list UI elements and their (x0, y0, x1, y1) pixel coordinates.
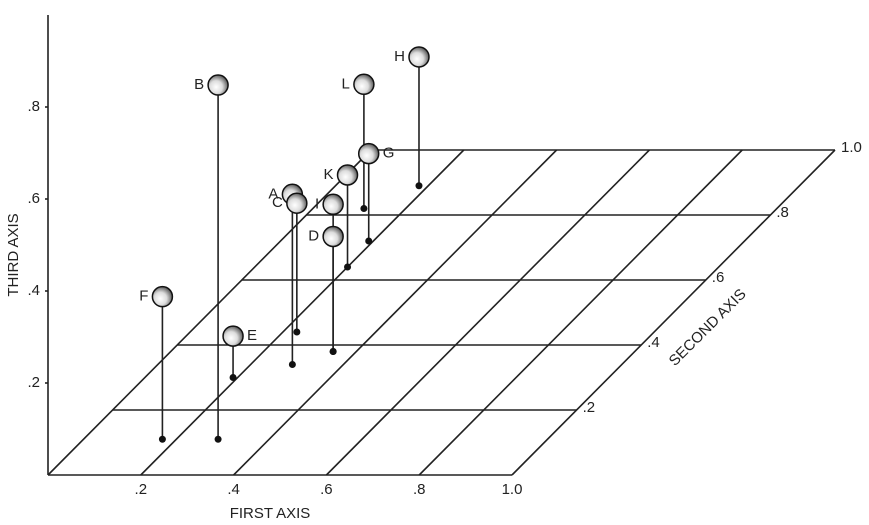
base-dot (329, 348, 337, 355)
y-axis-title: SECOND AXIS (666, 286, 750, 370)
point-label: H (394, 48, 405, 65)
point-label: A (268, 185, 278, 202)
x-tick-label: 1.0 (502, 481, 523, 498)
base-dot (293, 328, 301, 336)
sphere (336, 164, 359, 186)
y-tick-label: .6 (712, 269, 725, 286)
x-tick-label: .8 (413, 481, 426, 498)
x-tick-label: .2 (135, 481, 148, 498)
sphere (286, 192, 308, 214)
point-label: F (139, 288, 148, 305)
grid-line (418, 149, 743, 476)
base-dot (158, 435, 166, 443)
grid-line (47, 149, 372, 476)
base-dot (415, 182, 423, 190)
point-label: G (383, 145, 395, 162)
x-axis-title: FIRST AXIS (230, 505, 311, 522)
sphere (357, 142, 380, 165)
point-label: B (194, 76, 204, 93)
sphere (408, 46, 430, 68)
sphere (222, 325, 244, 347)
y-tick-label: .2 (583, 399, 596, 416)
sphere (207, 74, 229, 96)
base-dot (214, 435, 222, 443)
sphere (353, 73, 375, 96)
point-label: C (272, 194, 283, 211)
grid-line (233, 149, 558, 476)
point-label: L (342, 75, 350, 92)
base-dot (229, 374, 237, 381)
x-tick-label: .6 (320, 481, 333, 498)
z-tick-label: .6 (27, 190, 40, 207)
base-dot (344, 263, 352, 271)
sphere (322, 193, 344, 216)
point-label: E (247, 327, 257, 344)
z-tick-label: .4 (27, 282, 40, 299)
sphere (322, 225, 344, 248)
base-dot (365, 237, 373, 245)
y-tick-label: .4 (647, 334, 660, 351)
grid-line (325, 149, 650, 476)
z-tick-label: .2 (27, 374, 40, 391)
point-label: D (308, 227, 319, 244)
z-axis-title: THIRD AXIS (5, 213, 22, 296)
point-label: K (324, 166, 334, 183)
point-label: I (315, 195, 319, 212)
grid-line (140, 149, 465, 476)
y-tick-label: .8 (776, 204, 789, 221)
base-dot (360, 205, 368, 212)
y-tick-label: 1.0 (841, 139, 862, 156)
base-dot (288, 361, 296, 368)
grid-line (511, 149, 836, 476)
sphere (151, 285, 174, 308)
x-tick-label: .4 (227, 481, 240, 498)
z-tick-label: .8 (27, 98, 40, 115)
